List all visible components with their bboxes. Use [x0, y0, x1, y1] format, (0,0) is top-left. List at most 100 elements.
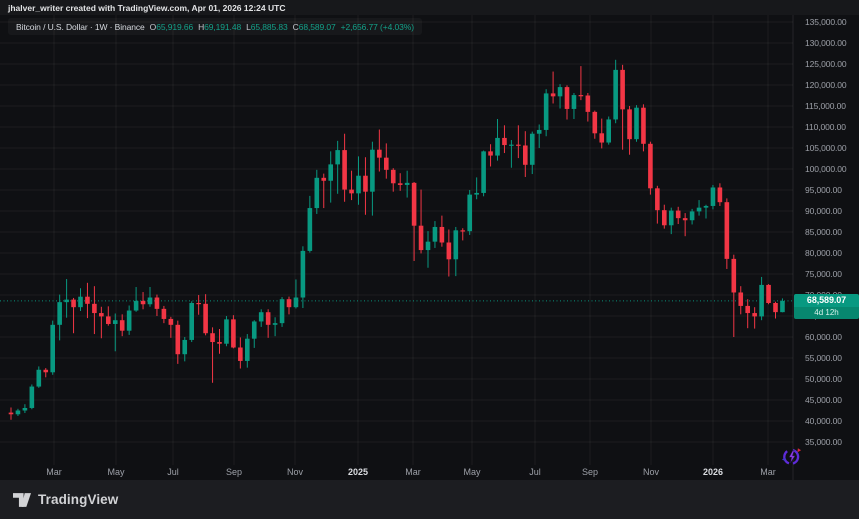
candle-body — [557, 87, 563, 97]
time-tick-label: May — [463, 467, 481, 477]
candle-body — [119, 320, 125, 331]
time-tick-label: Nov — [642, 467, 660, 477]
time-tick-label: Jul — [167, 467, 179, 477]
candle-body — [15, 410, 21, 415]
candle-body — [321, 177, 327, 181]
candle-body — [92, 303, 97, 314]
candle-body — [411, 182, 417, 226]
candle-body — [696, 207, 702, 212]
candle-body — [578, 95, 584, 97]
candle-body — [752, 313, 757, 317]
candle-body — [43, 369, 49, 373]
candle-body — [571, 95, 577, 109]
candle-body — [439, 226, 445, 243]
candle-body — [543, 93, 549, 130]
candle-body — [258, 312, 264, 322]
ohlc-item: L65,885.83 — [246, 21, 288, 32]
candle-body — [384, 157, 389, 170]
candle-body — [710, 187, 716, 206]
time-tick-label: Nov — [286, 467, 304, 477]
candle-body — [203, 303, 208, 334]
time-tick-label: Jul — [529, 467, 541, 477]
candle-body — [112, 320, 118, 324]
candle-body — [161, 308, 167, 319]
candle-body — [509, 144, 514, 146]
candle-body — [8, 412, 14, 415]
candle-body — [272, 323, 278, 325]
price-tick-label: 100,000.00 — [805, 164, 847, 174]
candle-body — [467, 194, 472, 232]
candle-body — [773, 302, 778, 313]
candle-body — [106, 316, 111, 324]
candle-body — [154, 297, 160, 309]
candle-body — [780, 300, 785, 313]
candle-body — [168, 318, 174, 325]
candle-body — [495, 137, 500, 156]
candle-body — [474, 192, 479, 195]
candle-body — [29, 386, 35, 408]
price-tick-label: 55,000.00 — [805, 353, 842, 363]
bar-countdown: 4d 12h — [794, 307, 859, 320]
candle-body — [217, 342, 222, 344]
price-tick-label: 125,000.00 — [805, 59, 847, 69]
last-price-badge: 68,589.07 4d 12h — [794, 294, 859, 320]
price-tick-label: 135,000.00 — [805, 17, 847, 27]
candle-body — [307, 208, 313, 251]
candle-body — [432, 226, 438, 242]
candle-body — [634, 107, 639, 140]
time-tick-label: Mar — [46, 467, 62, 477]
candle-body — [397, 183, 403, 185]
candle-body — [620, 69, 625, 110]
candle-body — [453, 230, 459, 260]
candle-body — [529, 133, 535, 165]
candle-body — [606, 119, 611, 143]
candle-body — [363, 175, 368, 192]
event-cycle-bolt-icon[interactable] — [781, 445, 802, 468]
candle-body — [71, 299, 76, 308]
candle-body — [689, 211, 695, 221]
price-tick-label: 40,000.00 — [805, 416, 842, 426]
candle-body — [78, 296, 83, 308]
attribution-text: jhalver_writer created with TradingView.… — [8, 2, 286, 13]
watermark-bar: TradingView — [0, 480, 859, 519]
candle-body — [390, 169, 396, 184]
candle-body — [335, 150, 340, 165]
candle-body — [328, 164, 333, 181]
time-tick-label: Mar — [405, 467, 421, 477]
candle-body — [703, 205, 709, 208]
ohlc-item: C68,589.07 — [292, 21, 336, 32]
last-price-value: 68,589.07 — [794, 294, 859, 308]
candle-body — [349, 189, 354, 194]
candle-body — [599, 133, 605, 143]
candle-body — [50, 324, 55, 373]
candle-body — [759, 284, 764, 317]
candle-body — [627, 109, 632, 140]
candle-body — [251, 321, 257, 339]
candle-body — [738, 292, 744, 306]
candle-body — [641, 107, 646, 144]
candle-body — [314, 177, 320, 209]
candle-body — [536, 129, 542, 134]
candle-body — [140, 300, 146, 305]
candle-body — [238, 347, 243, 361]
time-tick-label: Sep — [225, 467, 243, 477]
tradingview-logo-icon — [13, 492, 31, 507]
candle-body — [488, 151, 493, 156]
change-value: +2,656.77 (+4.03%) — [340, 21, 414, 32]
candle-body — [717, 187, 723, 203]
candle-body — [682, 218, 688, 221]
candle-body — [85, 296, 90, 304]
candle-body — [523, 145, 528, 165]
candle-body — [22, 407, 28, 411]
candle-body — [724, 202, 730, 259]
candle-body — [585, 95, 591, 112]
candle-body — [502, 137, 507, 146]
price-tick-label: 120,000.00 — [805, 80, 847, 90]
price-tick-label: 110,000.00 — [805, 122, 846, 132]
candle-body — [147, 297, 153, 305]
candle-body — [265, 312, 271, 325]
candle-body — [550, 93, 556, 97]
candle-body — [655, 188, 660, 211]
